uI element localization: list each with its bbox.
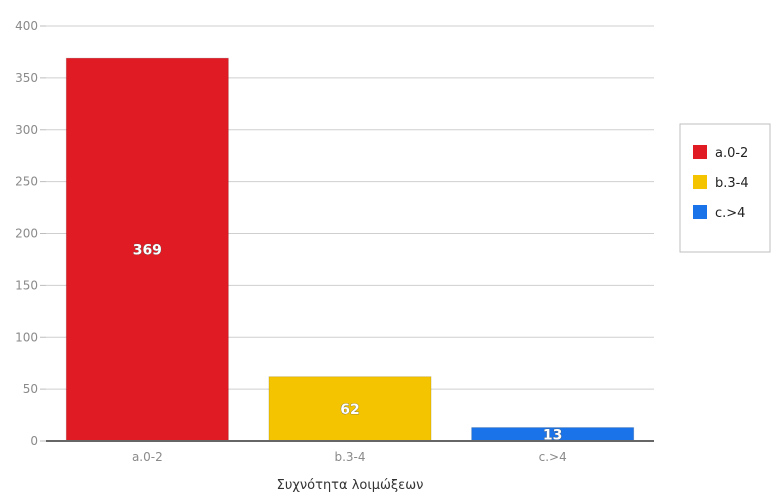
legend-swatch <box>693 205 707 219</box>
y-tick-label: 150 <box>15 278 38 292</box>
legend-swatch <box>693 175 707 189</box>
data-labels: 369 62 13 <box>132 242 562 443</box>
x-tick-label: a.0-2 <box>132 450 163 464</box>
x-axis-title: Συχνότητα λοιμώξεων <box>277 478 424 493</box>
legend-label: a.0-2 <box>715 146 748 161</box>
bar-b.3-4 <box>268 376 432 442</box>
legend-items: a.0-2 b.3-4 c.>4 <box>693 145 749 221</box>
x-tick-label: c.>4 <box>539 450 567 464</box>
y-tick-label: 50 <box>23 382 38 396</box>
data-label: 62 <box>340 402 359 418</box>
x-tick-label: b.3-4 <box>334 450 365 464</box>
legend-label: b.3-4 <box>715 176 749 191</box>
y-tick-label: 400 <box>15 19 38 33</box>
y-tick-label: 250 <box>15 175 38 189</box>
bar-a.0-2 <box>65 57 229 442</box>
legend-swatch <box>693 145 707 159</box>
legend: a.0-2 b.3-4 c.>4 <box>679 123 771 253</box>
data-label: 13 <box>543 427 562 443</box>
legend-label: c.>4 <box>715 206 745 221</box>
y-axis-ticks: 0 50 100 150 200 250 300 350 400 <box>15 19 46 448</box>
bars <box>65 57 635 442</box>
x-axis-ticks: a.0-2 b.3-4 c.>4 <box>132 450 567 464</box>
y-tick-label: 350 <box>15 71 38 85</box>
y-tick-label: 300 <box>15 123 38 137</box>
data-label: 369 <box>133 243 162 259</box>
y-tick-label: 100 <box>15 330 38 344</box>
y-tick-label: 200 <box>15 227 38 241</box>
y-tick-label: 0 <box>30 434 38 448</box>
